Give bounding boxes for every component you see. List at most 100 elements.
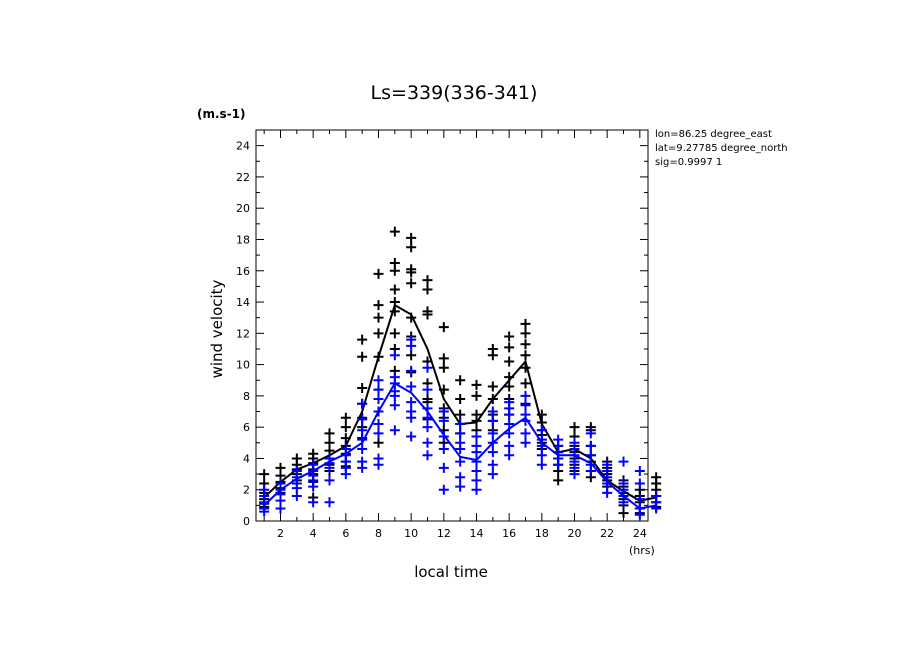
black-data-point [504,342,515,353]
y-axis-label: wind velocity [208,279,226,378]
y-tick-label: 4 [243,452,250,465]
black-data-point [487,350,498,361]
black-data-point [438,322,449,333]
blue-data-point [471,475,482,486]
blue-data-point [389,390,400,401]
black-data-point [389,328,400,339]
black-data-point [340,422,351,433]
blue-data-point [373,419,384,430]
x-tick-label: 6 [342,527,349,540]
blue-data-point [373,375,384,386]
x-tick-label: 14 [470,527,484,540]
blue-data-point [324,462,335,473]
black-data-point [422,309,433,320]
blue-data-point [389,425,400,436]
black-data-point [520,339,531,350]
y-tick-label: 20 [236,202,250,215]
y-tick-label: 18 [236,233,250,246]
black-data-point [357,334,368,345]
black-data-point [455,375,466,386]
black-data-point [618,508,629,519]
y-tick-label: 8 [243,390,250,403]
blue-data-point [471,447,482,458]
blue-data-point [422,384,433,395]
blue-data-point [471,431,482,442]
blue-data-point [406,340,417,351]
blue-data-point [422,422,433,433]
blue-data-point [422,437,433,448]
black-data-point [504,331,515,342]
y-axis-unit: (m.s-1) [197,107,246,121]
y-tick-label: 6 [243,421,250,434]
y-tick-label: 10 [236,359,250,372]
black-data-point [389,226,400,237]
black-data-point [357,351,368,362]
blue-data-point [487,428,498,439]
blue-data-point [520,437,531,448]
blue-data-point [389,400,400,411]
blue-data-point [504,419,515,430]
blue-data-point [291,490,302,501]
blue-data-point [634,509,645,520]
y-tick-label: 24 [236,140,250,153]
blue-data-point [406,431,417,442]
blue-data-point [357,444,368,455]
blue-data-point [487,459,498,470]
black-data-point [569,422,580,433]
black-data-point [422,275,433,286]
blue-data-point [634,494,645,505]
x-tick-label: 2 [277,527,284,540]
info-sig: sig=0.9997 1 [655,157,722,168]
blue-data-point [504,450,515,461]
black-data-point [373,300,384,311]
x-axis-unit: (hrs) [629,544,655,557]
black-data-point [520,378,531,389]
blue-data-point [471,456,482,467]
blue-data-point [373,428,384,439]
blue-data-point [357,398,368,409]
blue-data-point [259,506,270,517]
x-axis-label: local time [414,563,488,581]
blue-data-point [536,450,547,461]
blue-data-point [536,459,547,470]
black-data-point [504,356,515,367]
y-tick-label: 0 [243,515,250,528]
info-lat: lat=9.27785 degree_north [655,143,788,154]
blue-data-point [520,428,531,439]
blue-data-point [357,414,368,425]
black-data-point [471,379,482,390]
y-tick-label: 2 [243,484,250,497]
blue-data-point [618,497,629,508]
black-data-point [406,242,417,253]
blue-data-point [438,462,449,473]
blue-data-point [520,390,531,401]
black-data-point [324,428,335,439]
blue-data-point [487,406,498,417]
x-tick-label: 20 [568,527,582,540]
y-tick-label: 16 [236,265,250,278]
x-tick-label: 4 [310,527,317,540]
plot-area: 2 4 6 8 10 12 14 16 18 20 22 2402468101214161820222… [236,129,662,540]
blue-data-point [602,487,613,498]
black-data-point [373,437,384,448]
blue-data-point [438,415,449,426]
blue-data-point [455,472,466,483]
black-data-point [504,381,515,392]
blue-data-point [438,406,449,417]
black-data-point [389,284,400,295]
blue-data-point [438,444,449,455]
blue-data-point [406,381,417,392]
x-tick-label: 16 [502,527,516,540]
blue-data-point [455,481,466,492]
blue-data-point [618,456,629,467]
blue-data-point [585,440,596,451]
blue-data-point [308,497,319,508]
black-data-point [438,362,449,373]
blue-data-point [504,428,515,439]
blue-data-point [520,400,531,411]
black-data-point [487,381,498,392]
x-tick-label: 24 [633,527,647,540]
blue-data-point [487,469,498,480]
black-data-point [520,318,531,329]
